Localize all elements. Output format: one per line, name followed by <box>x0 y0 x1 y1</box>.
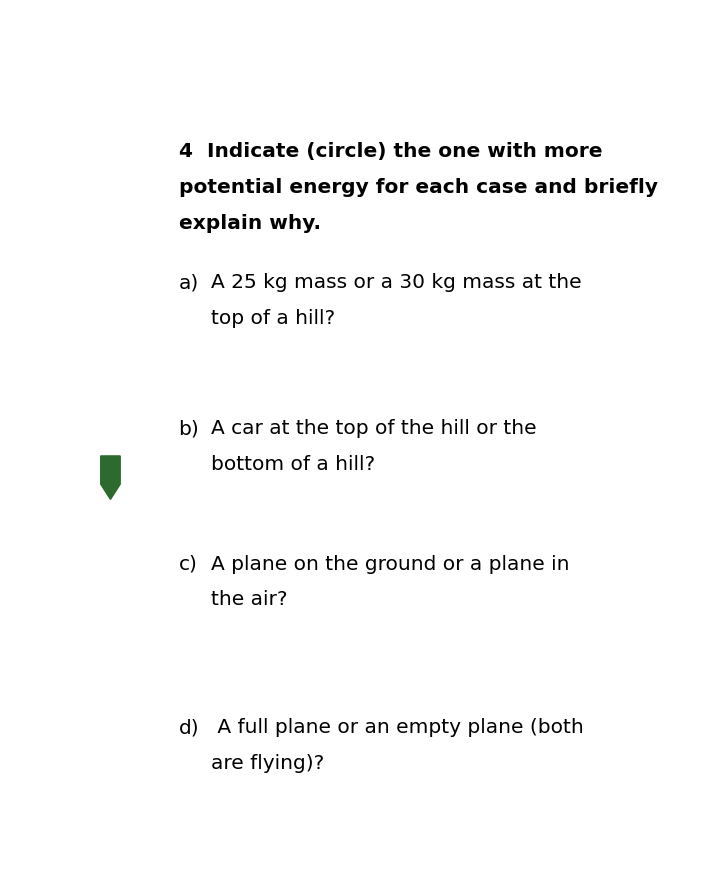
Text: explain why.: explain why. <box>179 214 320 233</box>
Text: c): c) <box>179 555 197 573</box>
Text: A 25 kg mass or a 30 kg mass at the: A 25 kg mass or a 30 kg mass at the <box>211 273 581 292</box>
Text: top of a hill?: top of a hill? <box>211 309 335 328</box>
Text: Indicate (circle) the one with more: Indicate (circle) the one with more <box>179 142 602 161</box>
Text: the air?: the air? <box>211 590 288 609</box>
Text: 4: 4 <box>179 142 193 161</box>
Polygon shape <box>100 456 120 499</box>
Text: b): b) <box>179 419 199 438</box>
Text: d): d) <box>179 718 199 737</box>
Text: bottom of a hill?: bottom of a hill? <box>211 455 375 474</box>
Text: are flying)?: are flying)? <box>211 754 324 773</box>
Text: a): a) <box>179 273 199 292</box>
Text: A car at the top of the hill or the: A car at the top of the hill or the <box>211 419 536 438</box>
Text: A full plane or an empty plane (both: A full plane or an empty plane (both <box>211 718 584 737</box>
Text: potential energy for each case and briefly: potential energy for each case and brief… <box>179 178 657 197</box>
Text: A plane on the ground or a plane in: A plane on the ground or a plane in <box>211 555 569 573</box>
